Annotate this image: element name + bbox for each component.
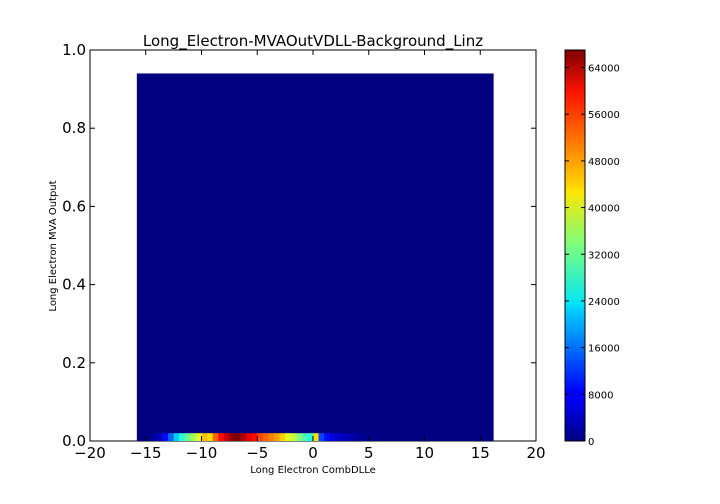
histogram-cell <box>145 433 152 441</box>
x-tick-label: 15 <box>471 444 490 462</box>
histogram-cell <box>184 433 191 441</box>
histogram-cell <box>273 433 280 441</box>
colorbar: 0 8000 16000 24000 32000 40000 48000 56000 64000 <box>564 49 620 448</box>
histogram-cell <box>318 433 325 441</box>
histogram-cell <box>307 433 314 441</box>
histogram-cell <box>340 433 347 441</box>
histogram-cell <box>251 433 258 441</box>
x-axis-label: Long Electron CombDLLe <box>250 465 376 476</box>
colorbar-tick-label: 56000 <box>588 110 620 121</box>
histogram-cell <box>257 433 264 441</box>
y-tick-label: 0.8 <box>62 119 86 137</box>
colorbar-tick-label: 64000 <box>588 64 620 75</box>
histogram-cell <box>357 433 364 441</box>
x-tick-label: −15 <box>130 444 162 462</box>
histogram-cell <box>162 433 169 441</box>
colorbar-tick-label: 40000 <box>588 204 620 215</box>
histogram-cell <box>218 433 225 441</box>
histogram-cell <box>190 433 197 441</box>
x-tick-label: −5 <box>246 444 268 462</box>
colorbar-tick-label: 48000 <box>588 157 620 168</box>
histogram-cell <box>201 433 208 441</box>
colorbar-ticks: 0 8000 16000 24000 32000 40000 48000 56000 64000 <box>565 64 620 448</box>
y-axis-ticks: 0.0 0.2 0.4 0.6 0.8 1.0 <box>62 41 536 450</box>
histogram-cell <box>207 433 213 441</box>
histogram-background <box>136 73 494 442</box>
histogram-cell <box>229 433 236 441</box>
y-tick-label: 0.0 <box>62 432 86 450</box>
histogram-cell <box>346 433 353 441</box>
x-tick-label: 5 <box>364 444 374 462</box>
x-tick-label: 0 <box>308 444 318 462</box>
histogram-cell <box>234 433 241 441</box>
histogram-cell <box>173 433 180 441</box>
y-axis-label: Long Electron MVA Output <box>48 180 59 311</box>
histogram-cell <box>279 433 286 441</box>
colorbar-tick-label: 24000 <box>588 297 620 308</box>
colorbar-gradient <box>564 49 586 442</box>
histogram-cell <box>296 433 303 441</box>
histogram-cell <box>285 433 291 441</box>
histogram-cell <box>179 433 186 441</box>
colorbar-tick-label: 16000 <box>588 344 620 355</box>
histogram-cells <box>136 73 494 442</box>
histogram-cell <box>246 433 252 441</box>
colorbar-tick-label: 32000 <box>588 250 620 261</box>
y-tick-label: 0.4 <box>62 276 86 294</box>
x-tick-label: −10 <box>186 444 218 462</box>
colorbar-tick-label: 0 <box>588 437 594 448</box>
y-tick-label: 1.0 <box>62 41 86 59</box>
x-tick-label: −20 <box>74 444 106 462</box>
plot-area: −20 −15 −10 −5 0 5 10 15 20 0.0 0.2 0.4 0.6 0.8 1.0 <box>62 41 545 462</box>
histogram-cell <box>374 433 381 441</box>
histogram-cell <box>156 433 163 441</box>
histogram-cell <box>223 433 230 441</box>
histogram-cell <box>168 433 174 441</box>
histogram-cell <box>368 433 375 441</box>
histogram-cell <box>212 433 219 441</box>
colorbar-tick-label: 8000 <box>588 390 613 401</box>
histogram-cell <box>352 433 358 441</box>
histogram-cell <box>313 433 319 441</box>
histogram-cell <box>324 433 331 441</box>
y-tick-label: 0.6 <box>62 197 86 215</box>
histogram-cell <box>363 433 370 441</box>
histogram-cell <box>301 433 308 441</box>
histogram-cell <box>195 433 202 441</box>
histogram-cell <box>268 433 275 441</box>
y-tick-label: 0.2 <box>62 354 86 372</box>
histogram-cell <box>290 433 297 441</box>
histogram-cell <box>240 433 247 441</box>
histogram-cell <box>329 433 336 441</box>
x-tick-label: 20 <box>526 444 545 462</box>
x-axis-ticks: −20 −15 −10 −5 0 5 10 15 20 <box>74 50 546 462</box>
histogram-cell <box>262 433 269 441</box>
x-tick-label: 10 <box>415 444 434 462</box>
histogram-cell <box>335 433 342 441</box>
chart-title: Long_Electron-MVAOutVDLL-Background_Linz <box>143 32 483 51</box>
histogram-cell <box>151 433 158 441</box>
